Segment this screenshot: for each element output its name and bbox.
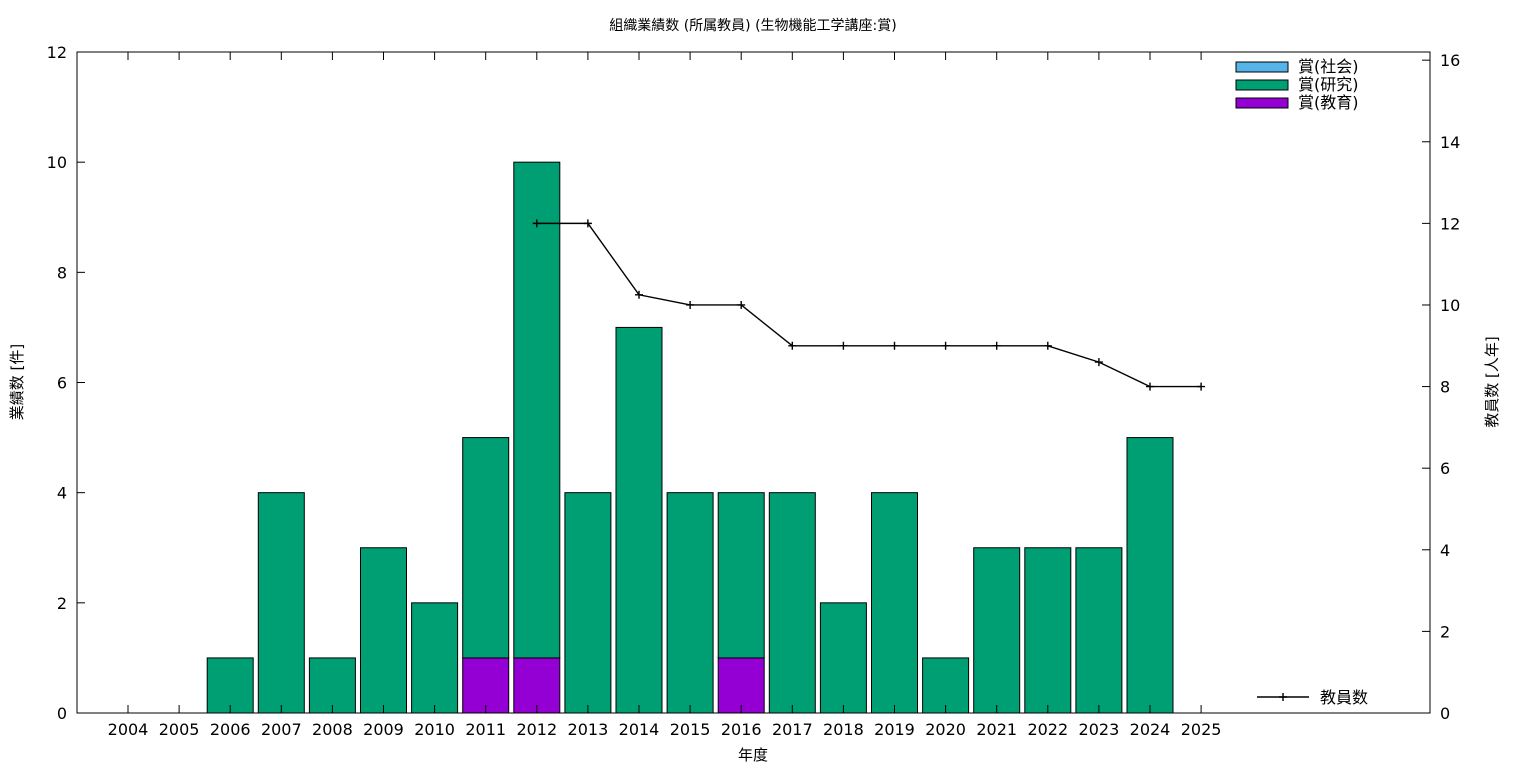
bar-2016-series-1 bbox=[717, 492, 765, 659]
line-point-2023 bbox=[1094, 358, 1103, 367]
bar-2023-series-1 bbox=[1075, 547, 1123, 714]
bar-2012-series-1 bbox=[513, 161, 561, 659]
x-axis-label: 年度 bbox=[738, 746, 768, 764]
chart-title: 組織業績数 (所属教員) (生物機能工学講座:賞) bbox=[609, 18, 896, 34]
x-tick-label: 2016 bbox=[721, 720, 762, 739]
line-point-2019 bbox=[890, 341, 899, 350]
x-tick-label: 2021 bbox=[976, 720, 1017, 739]
y2-tick-label: 14 bbox=[1440, 133, 1460, 152]
bar-2018-series-1 bbox=[819, 602, 867, 714]
bar-2024-series-1 bbox=[1126, 437, 1174, 714]
x-tick-label: 2019 bbox=[874, 720, 915, 739]
legend-line-label: 教員数 bbox=[1320, 688, 1368, 707]
y-tick-label: 4 bbox=[57, 484, 67, 503]
legend-label-1: 賞(研究) bbox=[1298, 75, 1359, 94]
bar-2011-series-1 bbox=[462, 437, 510, 659]
line-point-2016 bbox=[737, 300, 746, 309]
x-tick-label: 2012 bbox=[516, 720, 557, 739]
bar-2006-series-1 bbox=[206, 657, 254, 714]
x-tick-label: 2020 bbox=[925, 720, 966, 739]
y-tick-label: 6 bbox=[57, 374, 67, 393]
y2-axis-label: 教員数 [人年] bbox=[1483, 336, 1501, 427]
line-point-2018 bbox=[839, 341, 848, 350]
y2-tick-label: 8 bbox=[1440, 378, 1450, 397]
y2-tick-label: 6 bbox=[1440, 459, 1450, 478]
line-point-2021 bbox=[992, 341, 1001, 350]
bar-2008-series-1 bbox=[308, 657, 356, 714]
x-tick-label: 2010 bbox=[414, 720, 455, 739]
y-tick-label: 8 bbox=[57, 263, 67, 282]
line-point-2025 bbox=[1197, 382, 1206, 391]
bar-2022-series-1 bbox=[1024, 547, 1072, 714]
x-tick-label: 2017 bbox=[772, 720, 813, 739]
legend-swatch-2 bbox=[1235, 97, 1289, 109]
y2-tick-label: 16 bbox=[1440, 51, 1460, 70]
x-tick-label: 2025 bbox=[1181, 720, 1222, 739]
y-tick-label: 2 bbox=[57, 594, 67, 613]
bar-2014-series-1 bbox=[615, 326, 663, 714]
line-point-2012 bbox=[532, 219, 541, 228]
y2-tick-label: 10 bbox=[1440, 296, 1460, 315]
bar-2020-series-1 bbox=[922, 657, 970, 714]
x-tick-label: 2006 bbox=[210, 720, 251, 739]
bar-2007-series-1 bbox=[257, 492, 305, 714]
y2-tick-label: 12 bbox=[1440, 214, 1460, 233]
x-tick-label: 2009 bbox=[363, 720, 404, 739]
bar-2016-series-2 bbox=[717, 657, 765, 714]
x-tick-label: 2007 bbox=[261, 720, 302, 739]
bar-2015-series-1 bbox=[666, 492, 714, 714]
x-tick-label: 2004 bbox=[108, 720, 149, 739]
y-axis-label: 業績数 [件] bbox=[8, 344, 26, 420]
bar-2013-series-1 bbox=[564, 492, 612, 714]
x-tick-label: 2005 bbox=[159, 720, 200, 739]
legend-swatch-1 bbox=[1235, 79, 1289, 91]
x-tick-label: 2014 bbox=[619, 720, 660, 739]
plot-layer bbox=[206, 161, 1206, 714]
line-point-2022 bbox=[1043, 341, 1052, 350]
y-tick-label: 12 bbox=[47, 43, 67, 62]
x-tick-label: 2013 bbox=[568, 720, 609, 739]
line-point-2024 bbox=[1146, 382, 1154, 391]
line-point-2014 bbox=[635, 290, 643, 299]
legend: 賞(社会)賞(研究)賞(教育) 教員数 bbox=[1235, 57, 1368, 707]
x-tick-label: 2024 bbox=[1130, 720, 1171, 739]
line-point-2013 bbox=[583, 219, 592, 228]
legend-swatch-0 bbox=[1235, 61, 1289, 73]
bar-2017-series-1 bbox=[768, 492, 816, 714]
y-tick-label: 10 bbox=[47, 153, 67, 172]
y2-tick-label: 4 bbox=[1440, 541, 1450, 560]
bar-2011-series-2 bbox=[462, 657, 510, 714]
bar-2009-series-1 bbox=[360, 547, 407, 714]
bar-2019-series-1 bbox=[871, 492, 918, 714]
x-tick-label: 2015 bbox=[670, 720, 711, 739]
x-tick-label: 2023 bbox=[1079, 720, 1120, 739]
legend-line-marker bbox=[1279, 693, 1287, 701]
line-point-2020 bbox=[941, 341, 950, 350]
x-tick-label: 2011 bbox=[465, 720, 506, 739]
bar-2021-series-1 bbox=[973, 547, 1021, 714]
legend-label-2: 賞(教育) bbox=[1298, 93, 1359, 112]
y-tick-label: 0 bbox=[57, 704, 67, 723]
y2-tick-label: 2 bbox=[1440, 622, 1450, 641]
line-point-2017 bbox=[788, 341, 797, 350]
y2-tick-label: 0 bbox=[1440, 704, 1450, 723]
line-point-2015 bbox=[686, 300, 695, 309]
line-teachers bbox=[536, 222, 1202, 388]
x-tick-label: 2018 bbox=[823, 720, 864, 739]
x-tick-label: 2022 bbox=[1027, 720, 1068, 739]
axis-layer: 0 2 4 6 8 10 12 0 2 4 6 8 10 12 14 16 2004 2005 2006 2007 20… bbox=[47, 43, 1461, 739]
legend-label-0: 賞(社会) bbox=[1298, 57, 1359, 76]
x-tick-label: 2008 bbox=[312, 720, 353, 739]
bar-2010-series-1 bbox=[411, 602, 459, 714]
bar-2012-series-2 bbox=[513, 657, 561, 714]
